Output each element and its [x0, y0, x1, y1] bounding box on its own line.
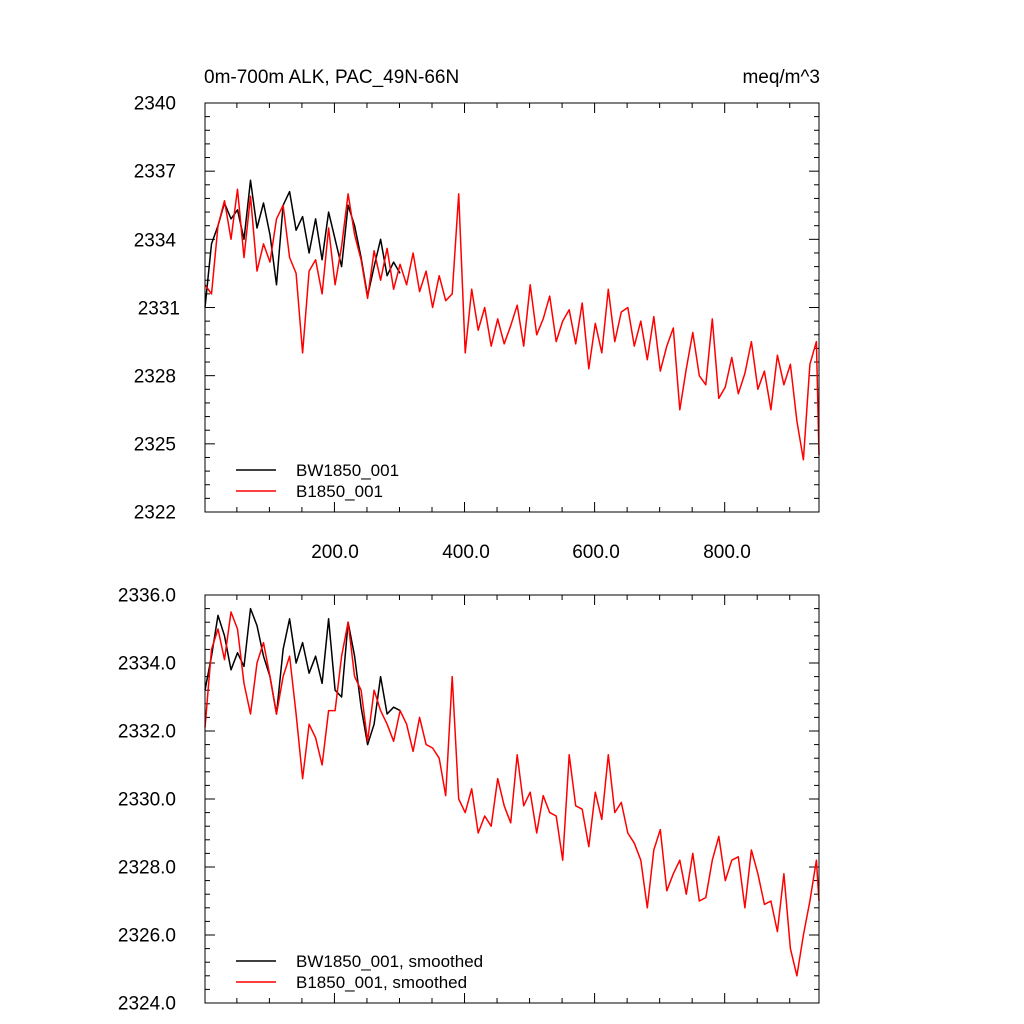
y-tick-label: 2325: [134, 435, 176, 456]
y-tick-label: 2336.0: [118, 586, 176, 607]
x-tick-label: 800.0: [703, 542, 751, 563]
smoothed-panel: 2324.0 2326.0 2328.0 2330.0 2332.0 2334.…: [118, 586, 820, 1015]
raw-panel: 0m-700m ALK, PAC_49N-66N meq/m^3 2322 23…: [134, 67, 820, 563]
x-tick-label: 200.0: [311, 542, 359, 563]
raw-panel-units: meq/m^3: [742, 67, 820, 88]
raw-panel-ticks: [205, 102, 819, 513]
smoothed-panel-frame: [204, 594, 820, 1004]
y-tick-label: 2340: [134, 94, 176, 115]
raw-panel-frame: [204, 102, 820, 513]
raw-panel-series: [204, 179, 820, 461]
legend-label-b1850-smoothed: B1850_001, smoothed: [296, 973, 467, 992]
raw-panel-x-ticklabels: 200.0 400.0 600.0 800.0: [311, 542, 751, 563]
raw-panel-y-ticklabels: 2322 2325 2328 2331 2334 2337 2340: [134, 94, 180, 524]
x-tick-label: 600.0: [572, 542, 620, 563]
smoothed-panel-y-ticklabels: 2324.0 2326.0 2328.0 2330.0 2332.0 2334.…: [118, 586, 176, 1015]
smoothed-panel-ticks: [205, 594, 819, 1004]
y-tick-label: 2328: [134, 367, 176, 388]
y-tick-label: 2330.0: [118, 790, 176, 811]
legend-label-bw1850-smoothed: BW1850_001, smoothed: [296, 952, 483, 971]
legend-label-b1850: B1850_001: [296, 482, 383, 501]
y-tick-label: 2328.0: [118, 858, 176, 879]
y-tick-label: 2337: [134, 162, 176, 183]
smoothed-panel-series: [204, 607, 820, 977]
series-line-b1850-smoothed: [204, 611, 820, 977]
raw-panel-title: 0m-700m ALK, PAC_49N-66N: [204, 67, 459, 88]
raw-panel-legend: BW1850_001 B1850_001: [236, 461, 399, 501]
y-tick-label: 2331: [138, 299, 180, 320]
series-line-bw1850-smoothed: [204, 607, 401, 746]
y-tick-label: 2324.0: [118, 994, 176, 1015]
y-tick-label: 2326.0: [118, 926, 176, 947]
x-tick-label: 400.0: [442, 542, 490, 563]
smoothed-panel-legend: BW1850_001, smoothed B1850_001, smoothed: [236, 952, 483, 992]
y-tick-label: 2332.0: [118, 722, 176, 743]
y-tick-label: 2334: [134, 231, 177, 252]
y-tick-label: 2334.0: [118, 654, 176, 675]
series-line-bw1850: [204, 179, 401, 308]
series-line-b1850: [204, 188, 820, 461]
y-tick-label: 2322: [134, 503, 176, 524]
legend-label-bw1850: BW1850_001: [296, 461, 399, 480]
